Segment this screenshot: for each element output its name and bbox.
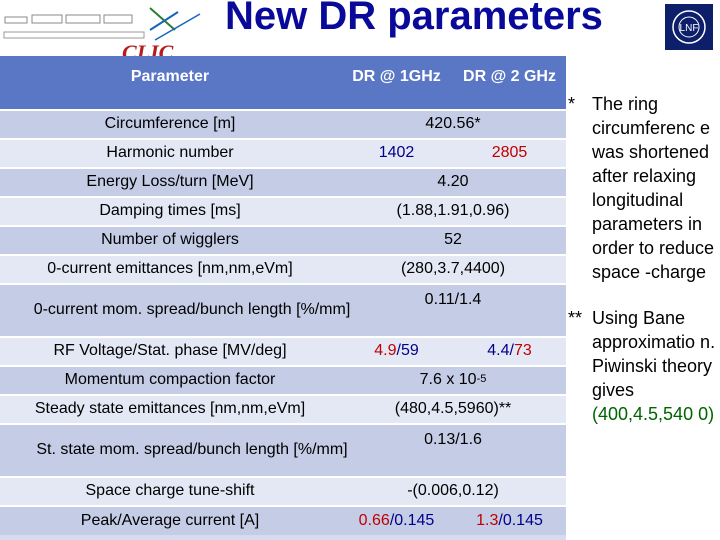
table-row: Damping times [ms] (1.88,1.91,0.96)	[0, 196, 566, 225]
row-label: RF Voltage/Stat. phase [MV/deg]	[53, 342, 287, 359]
row-value: 4.20	[437, 173, 469, 190]
row-label: Peak/Average current [A]	[80, 511, 260, 529]
row-value-2ghz: 2805	[491, 144, 528, 161]
header-dr-1ghz: DR @ 1GHz	[352, 68, 441, 85]
row-label: Steady state emittances [nm,nm,eVm]	[34, 400, 306, 417]
row-label: 0-current mom. spread/bunch length [%/mm…	[33, 301, 351, 318]
separator: /	[389, 511, 395, 529]
row-value: (480,4.5,5960)**	[394, 400, 512, 417]
row-value: 52	[444, 231, 462, 248]
table-row: 0-current emittances [nm,nm,eVm] (280,3.…	[0, 254, 566, 283]
table-row: Energy Loss/turn [MeV] 4.20	[0, 167, 566, 196]
header-parameter: Parameter	[130, 68, 210, 85]
row-value: 0.11/1.4	[424, 291, 482, 308]
footnote-mark: *	[568, 94, 576, 114]
row-label: Space charge tune-shift	[85, 482, 255, 499]
separator: /	[396, 342, 401, 359]
table-row: Number of wigglers 52	[0, 225, 566, 254]
table-header: Parameter DR @ 1GHz DR @ 2 GHz	[0, 56, 566, 109]
footnote-text-wrap: Using Bane approximatio n. Piwinski theo…	[592, 306, 720, 426]
clic-logo: CLIC	[3, 7, 201, 64]
footnote-mark: **	[568, 308, 583, 328]
row-value-1ghz: 0.66/0.145	[340, 505, 453, 535]
table-row: St. state mom. spread/bunch length [%/mm…	[0, 423, 566, 476]
row-value: 0.13/1.6	[424, 431, 482, 448]
row-label: Damping times [ms]	[99, 202, 241, 219]
row-label: St. state mom. spread/bunch length [%/mm…	[36, 441, 348, 458]
row-value-1ghz: 4.9/59	[340, 336, 453, 365]
peak-current-2ghz: 1.3	[476, 511, 499, 529]
footnote-text: Using Bane approximatio n. Piwinski theo…	[592, 308, 716, 400]
stat-phase-1ghz: 59	[400, 342, 419, 359]
footnotes: * The ring circumferenc e was shortened …	[568, 92, 720, 448]
separator: /	[509, 342, 514, 359]
compaction-exponent: -5	[476, 373, 487, 385]
average-current-1ghz: 0.145	[394, 511, 435, 529]
table-row: Circumference [m] 420.56*	[0, 109, 566, 138]
row-value-2ghz: 4.4/73	[453, 336, 566, 365]
footnote-emittance: ** Using Bane approximatio n. Piwinski t…	[568, 306, 720, 426]
row-label: Number of wigglers	[101, 231, 239, 248]
row-value-2ghz: 1.3/0.145	[453, 505, 566, 535]
row-value: (280,3.7,4400)	[400, 260, 506, 277]
table-row: 0-current mom. spread/bunch length [%/mm…	[0, 283, 566, 336]
rf-voltage-1ghz: 4.9	[374, 342, 397, 359]
row-label: 0-current emittances [nm,nm,eVm]	[47, 260, 293, 277]
lnf-logo-text: LNF	[680, 23, 699, 34]
row-value: -(0.006,0.12)	[407, 482, 499, 499]
footnote-text: The ring circumferenc e was shortened af…	[592, 94, 715, 282]
table-row: Steady state emittances [nm,nm,eVm] (480…	[0, 394, 566, 423]
row-label: Momentum compaction factor	[64, 371, 276, 388]
footnote-circumference: * The ring circumferenc e was shortened …	[568, 92, 720, 284]
rf-voltage-2ghz: 4.4	[487, 342, 510, 359]
row-value-1ghz: 1402	[378, 144, 415, 161]
header-dr-2ghz: DR @ 2 GHz	[463, 68, 556, 85]
table-row: Peak/Average current [A] 0.66/0.145 1.3/…	[0, 505, 566, 535]
separator: /	[498, 511, 503, 529]
lnf-logo: LNF	[665, 4, 713, 50]
row-value: (1.88,1.91,0.96)	[396, 202, 510, 219]
row-value: 7.6 x 10 -5	[340, 365, 566, 394]
peak-current-1ghz: 0.66	[358, 511, 390, 529]
stat-phase-2ghz: 73	[513, 342, 532, 359]
parameter-table: Parameter DR @ 1GHz DR @ 2 GHz Circumfer…	[0, 56, 566, 540]
table-row: Space charge tune-shift -(0.006,0.12)	[0, 476, 566, 505]
row-label: Energy Loss/turn [MeV]	[86, 173, 254, 190]
average-current-2ghz: 0.145	[502, 511, 543, 529]
table-row: Momentum compaction factor 7.6 x 10 -5	[0, 365, 566, 394]
footnote-value: (400,4.5,540 0)	[592, 404, 715, 424]
slide-title: New DR parameters	[225, 0, 603, 38]
table-row: Harmonic number 1402 2805	[0, 138, 566, 167]
row-value: 420.56*	[425, 115, 481, 132]
compaction-base: 7.6 x 10	[419, 371, 477, 388]
row-label: Harmonic number	[106, 144, 234, 161]
table-row: RF Voltage/Stat. phase [MV/deg] 4.9/59 4…	[0, 336, 566, 365]
row-label: Circumference [m]	[104, 115, 236, 132]
